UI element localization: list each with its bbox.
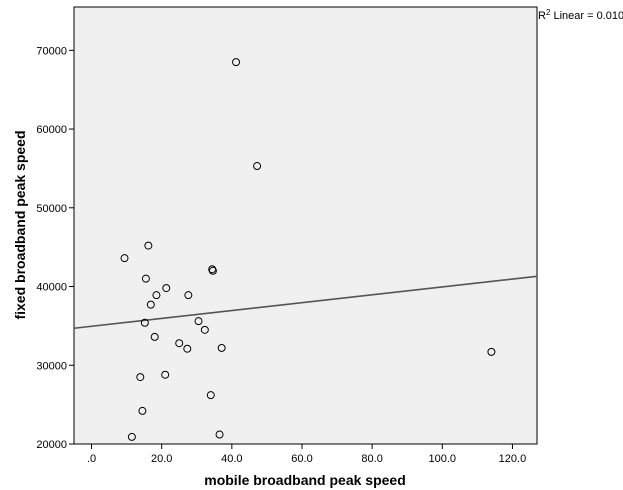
data-point	[162, 284, 171, 293]
data-point	[206, 391, 215, 400]
data-point	[141, 274, 150, 283]
x-tick-label: .0	[87, 453, 96, 465]
data-point	[208, 266, 217, 275]
x-tick-label: 40.0	[221, 453, 242, 465]
y-tick-label: 60000	[36, 124, 67, 136]
data-point	[150, 332, 159, 341]
x-tick-label: 80.0	[361, 453, 382, 465]
data-points	[120, 58, 496, 441]
data-point	[127, 432, 136, 441]
y-tick-label: 50000	[36, 203, 67, 215]
y-axis-ticks: 20000 30000 40000 50000 60000 70000	[36, 45, 74, 451]
data-point	[161, 370, 170, 379]
data-point	[184, 291, 193, 300]
x-tick-label: 120.0	[499, 453, 527, 465]
fit-line	[73, 275, 538, 330]
data-point	[217, 343, 226, 352]
data-point	[144, 241, 153, 250]
x-axis-title: mobile broadband peak speed	[204, 472, 406, 488]
x-tick-label: 20.0	[151, 453, 172, 465]
data-point	[146, 300, 155, 309]
data-point	[152, 291, 161, 300]
data-point	[200, 325, 209, 334]
plot-area	[73, 6, 538, 445]
data-point	[138, 406, 147, 415]
data-point	[175, 339, 184, 348]
x-tick-label: 100.0	[429, 453, 457, 465]
y-tick-label: 30000	[36, 360, 67, 372]
data-point	[215, 430, 224, 439]
x-axis-ticks: .0 20.0 40.0 60.0 80.0 100.0 120.0	[87, 444, 526, 465]
data-point	[183, 344, 192, 353]
data-point	[136, 373, 145, 382]
data-point	[253, 162, 262, 171]
y-tick-label: 40000	[36, 282, 67, 294]
fit-label: R2 Linear = 0.010	[538, 8, 623, 22]
data-point	[232, 58, 241, 67]
data-point	[140, 318, 149, 327]
data-point	[487, 347, 496, 356]
y-axis-title: fixed broadband peak speed	[12, 130, 28, 319]
y-tick-label: 70000	[36, 45, 67, 57]
x-tick-label: 60.0	[291, 453, 312, 465]
y-tick-label: 20000	[36, 439, 67, 451]
data-point	[120, 254, 129, 263]
data-point	[194, 317, 203, 326]
